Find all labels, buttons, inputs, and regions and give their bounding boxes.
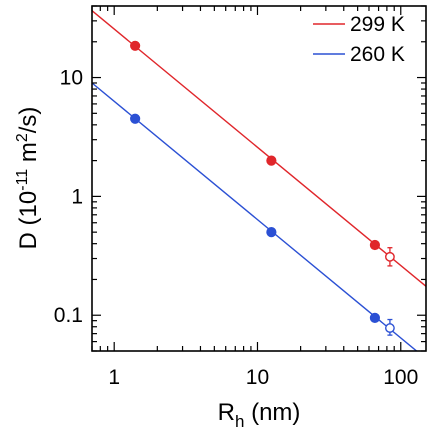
fit-line xyxy=(92,10,426,287)
data-point xyxy=(130,40,141,51)
y-tick-label: 1 xyxy=(71,185,83,208)
open-data-point xyxy=(385,323,395,333)
data-point xyxy=(130,113,141,124)
plot-area xyxy=(92,6,426,351)
y-tick-label: 0.1 xyxy=(54,304,83,327)
y-tick-label: 10 xyxy=(60,67,83,90)
tick-labels: 1 10 100 0.1 1 10 xyxy=(54,67,418,389)
data-point xyxy=(369,312,381,323)
data-point xyxy=(369,239,381,251)
open-data-point xyxy=(385,251,395,262)
x-axis-label: Rh (nm) xyxy=(218,399,301,431)
fit-line xyxy=(92,82,418,351)
plot-frame xyxy=(91,5,427,352)
x-tick-label: 100 xyxy=(383,366,418,389)
legend-label: 299 K xyxy=(350,13,405,36)
legend: 299 K 260 K xyxy=(313,13,405,66)
fit-lines xyxy=(92,10,426,351)
legend-label: 260 K xyxy=(350,43,405,66)
data-point xyxy=(266,155,277,166)
x-tick-label: 10 xyxy=(246,366,269,389)
data-points xyxy=(130,40,395,336)
x-tick-label: 1 xyxy=(108,366,120,389)
data-point xyxy=(266,227,277,238)
y-axis-label: D (10-11 m2/s) xyxy=(14,107,42,250)
